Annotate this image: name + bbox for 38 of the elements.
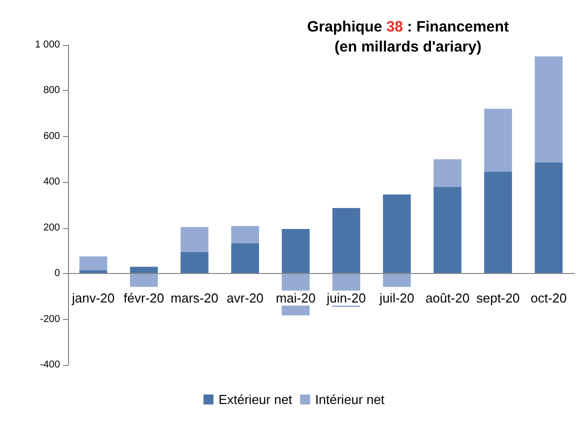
y-tick-label: 800 <box>43 85 60 96</box>
bar <box>434 159 462 187</box>
y-tick-label: 400 <box>43 176 60 188</box>
x-tick-label: avr-20 <box>226 290 264 306</box>
x-tick-label: mars-20 <box>170 290 218 306</box>
bar <box>130 266 158 274</box>
y-tick-label: 1 000 <box>34 40 60 50</box>
legend-label: Extérieur net <box>218 392 293 407</box>
y-tick-label: 200 <box>43 222 60 234</box>
bar <box>382 274 411 287</box>
x-tick-label: janv-20 <box>70 290 115 306</box>
legend-label: Intérieur net <box>315 392 385 407</box>
bar <box>231 243 260 274</box>
y-tick-label: 0 <box>54 268 60 280</box>
bar <box>79 256 108 270</box>
bar <box>484 108 512 172</box>
x-tick-label: oct-20 <box>530 290 567 306</box>
x-tick-label: juin-20 <box>326 290 366 306</box>
x-tick-label: juil-20 <box>378 290 414 306</box>
y-tick-label: -200 <box>40 314 60 325</box>
bar <box>130 274 158 287</box>
x-tick-label: févr-20 <box>124 290 164 306</box>
x-tick-label: sept-20 <box>476 290 520 306</box>
bar <box>534 162 563 274</box>
bar <box>382 194 411 274</box>
x-tick-label: août-20 <box>425 290 470 306</box>
bar <box>434 186 462 274</box>
x-tick-label: mai-20 <box>276 290 316 306</box>
chart-title: Graphique 38 : Financement (en millards d'ariary) <box>307 18 509 56</box>
bar <box>231 226 260 244</box>
bar <box>180 226 208 252</box>
bar <box>332 208 360 274</box>
bar <box>534 56 563 162</box>
y-tick-label: -400 <box>40 360 60 370</box>
y-tick-label: 600 <box>43 130 60 142</box>
bar <box>282 229 310 274</box>
bar <box>180 252 208 274</box>
bar <box>484 172 512 274</box>
